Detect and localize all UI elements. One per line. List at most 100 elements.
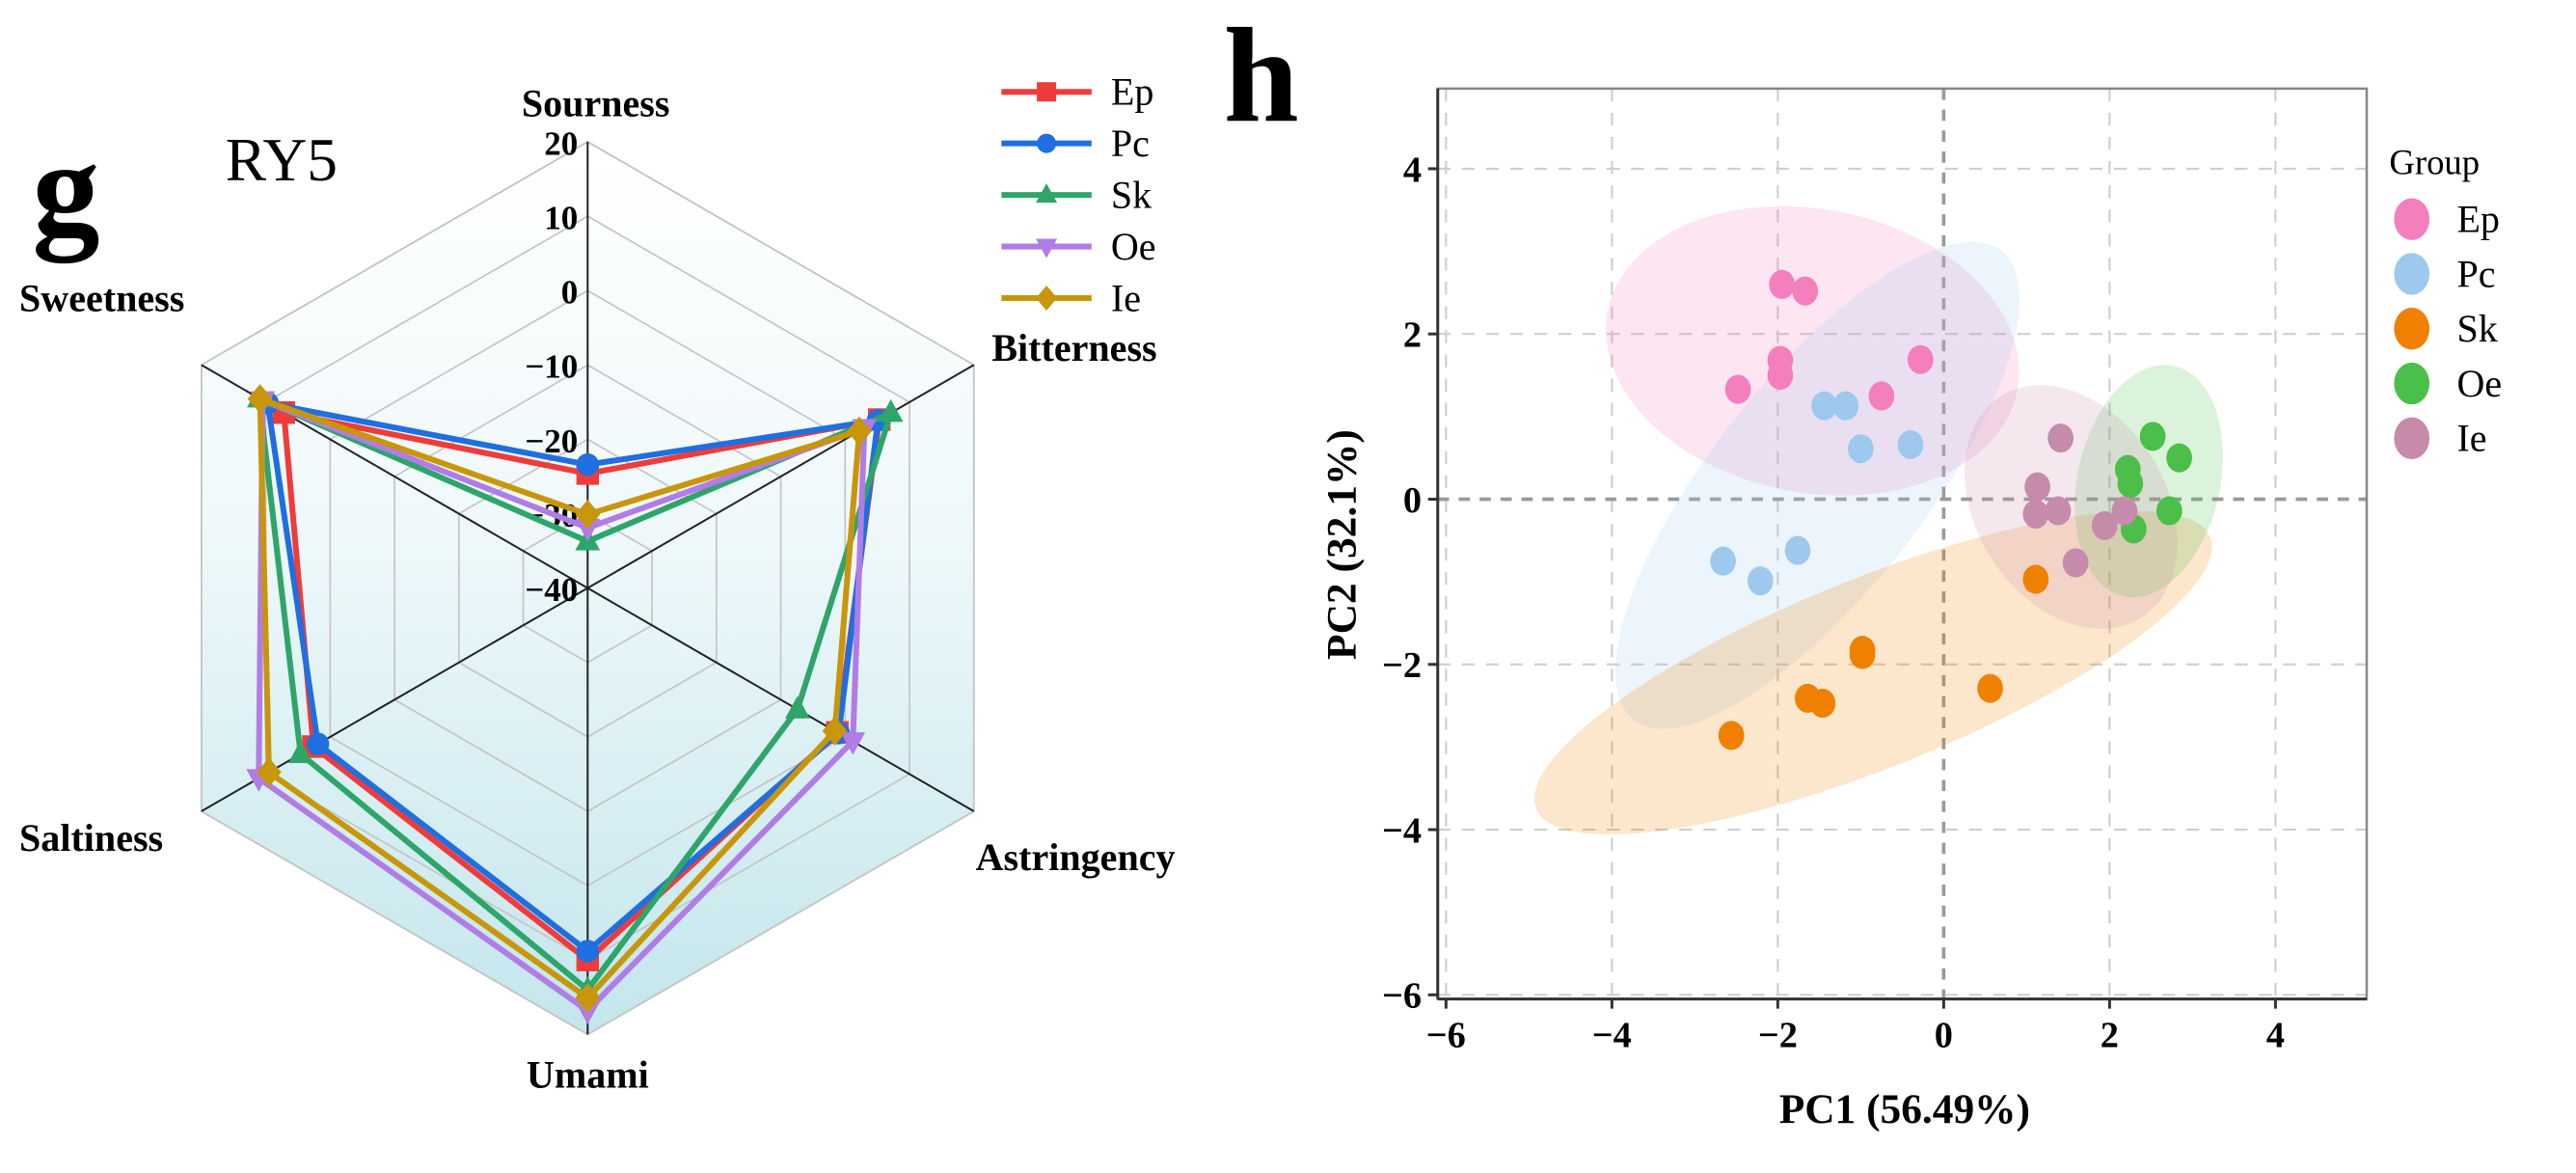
scatter-point: [2166, 443, 2192, 473]
radar-chart: 20100−10−20−30−40SournessBitternessAstri…: [19, 81, 1176, 1096]
x-tick-label: −4: [1592, 1016, 1632, 1056]
x-tick-label: 0: [1935, 1016, 1953, 1056]
radar-point: [785, 696, 810, 719]
radar-tick-label: −40: [525, 571, 578, 609]
scatter-point: [1849, 640, 1876, 669]
radar-legend-label: Oe: [1111, 225, 1156, 268]
radar-legend-label: Pc: [1111, 122, 1150, 165]
radar-tick-label: 0: [561, 274, 579, 312]
legend-marker: [1036, 238, 1058, 259]
x-tick-label: −6: [1426, 1016, 1466, 1056]
pca-legend-item-ep: Ep: [2394, 198, 2500, 241]
radar-legend-item-sk: Sk: [1001, 173, 1152, 216]
radar-legend-label: Sk: [1111, 173, 1152, 216]
scatter-point: [2117, 469, 2144, 499]
legend-marker: [1037, 82, 1057, 102]
scatter-point: [2091, 510, 2118, 540]
radar-axis-label-umami: Umami: [527, 1052, 649, 1096]
scatter-point: [1811, 391, 1837, 421]
confidence-ellipse-ie: [1964, 385, 2178, 629]
scatter-point: [2045, 496, 2072, 526]
legend-marker: [1036, 285, 1058, 312]
scatter-point: [1784, 535, 1811, 565]
scatter-point: [1724, 374, 1751, 404]
radar-legend-item-ie: Ie: [1001, 276, 1141, 319]
radar-spoke: [586, 364, 975, 589]
radar-title: RY5: [226, 125, 338, 194]
scatter-point: [1832, 391, 1859, 421]
scatter-point: [2156, 496, 2183, 526]
x-tick-label: −2: [1758, 1016, 1798, 1056]
confidence-ellipse-sk: [1533, 510, 2212, 834]
scatter-point: [2022, 499, 2049, 529]
radar-legend-label: Ie: [1111, 276, 1141, 319]
radar-point: [247, 384, 273, 414]
legend-marker: [1036, 183, 1058, 204]
radar-tick-label: 20: [544, 124, 578, 162]
radar-legend-item-ep: Ep: [1001, 70, 1153, 114]
scatter-point: [1747, 566, 1774, 596]
radar-point: [306, 732, 330, 755]
confidence-ellipse-ep: [1606, 205, 2020, 496]
scatter-point: [1710, 546, 1736, 576]
y-tick-label: −4: [1382, 810, 1422, 851]
scatter-point: [1769, 269, 1796, 299]
radar-point: [575, 518, 601, 542]
radar-series-ie: [247, 384, 872, 1013]
scatter-point: [1907, 344, 1934, 374]
pca-legend-item-ie: Ie: [2394, 417, 2487, 460]
radar-point: [878, 399, 904, 423]
scatter-series-ie: [2022, 423, 2138, 578]
pca-legend-label: Oe: [2456, 362, 2502, 405]
scatter-point: [1897, 429, 1924, 460]
radar-legend-item-pc: Pc: [1001, 122, 1150, 165]
pca-legend-label: Ie: [2456, 417, 2486, 460]
radar-spoke: [586, 586, 975, 812]
scatter-point: [2047, 423, 2074, 453]
scatter-series-sk: [1718, 564, 2049, 750]
radar-axis-label-sweetness: Sweetness: [19, 276, 184, 319]
legend-title: Group: [2389, 142, 2480, 181]
pca-scatter-chart: −6 −4 −2 0 2 4 −6 −4 −2 0 2 4: [1382, 87, 2369, 1056]
scatter-point: [2062, 548, 2089, 578]
legend-swatch: [2394, 308, 2430, 350]
radar-point: [575, 1001, 601, 1024]
scatter-point: [1868, 381, 1895, 411]
radar-point: [576, 940, 600, 963]
legend-swatch: [2394, 198, 2430, 240]
scatter-point: [1767, 361, 1794, 391]
pca-legend-label: Pc: [2456, 252, 2495, 295]
legend-swatch: [2394, 253, 2430, 295]
y-tick-label: −6: [1382, 976, 1422, 1017]
x-tick-label: 2: [2101, 1016, 2119, 1056]
y-tick-label: 4: [1403, 150, 1422, 190]
radar-point: [576, 452, 600, 477]
y-tick-label: 2: [1403, 315, 1422, 356]
scatter-point: [2139, 422, 2166, 451]
radar-point: [575, 500, 601, 530]
pca-legend: Ep Pc Sk Oe Ie: [2394, 198, 2502, 460]
radar-point: [575, 983, 601, 1013]
radar-legend-label: Ep: [1111, 70, 1154, 114]
radar-axis-label-bitterness: Bitterness: [991, 326, 1156, 369]
x-tick-label: 4: [2266, 1016, 2285, 1056]
legend-swatch: [2394, 417, 2430, 460]
radar-point: [287, 740, 313, 763]
scatter-point: [2024, 472, 2050, 502]
pca-legend-item-sk: Sk: [2394, 307, 2499, 350]
panel-label-g: g: [32, 114, 99, 263]
legend-marker: [1037, 133, 1057, 153]
scatter-point: [2111, 496, 2138, 526]
scatter-point: [1848, 434, 1874, 464]
radar-point: [840, 732, 866, 755]
x-axis-title: PC1 (56.49%): [1779, 1086, 2030, 1132]
radar-legend: Ep Pc Sk Oe Ie: [1001, 70, 1156, 319]
radar-point: [847, 416, 872, 447]
radar-tick-label: 10: [544, 199, 578, 236]
scatter-point: [1718, 721, 1745, 750]
legend-swatch: [2394, 362, 2430, 405]
scatter-point: [1792, 276, 1819, 306]
pca-legend-item-oe: Oe: [2394, 362, 2502, 405]
